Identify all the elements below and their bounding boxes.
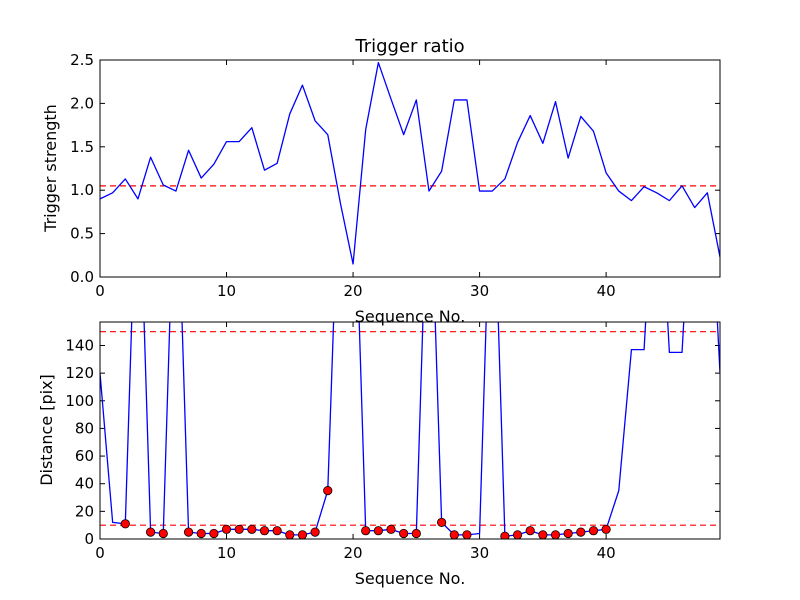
chart1-title: Trigger ratio	[354, 36, 464, 57]
y-tick-label: 0.0	[70, 268, 94, 286]
trigger-ratio-chart: Trigger ratio 0 10 20 30 40 0.0 0.5 1.0 1.5 2.0 2.…	[41, 36, 721, 326]
data-point	[272, 526, 282, 536]
data-point	[373, 526, 383, 536]
data-point	[399, 528, 409, 539]
data-point	[196, 528, 206, 539]
data-point	[588, 526, 599, 536]
x-tick-label: 0	[95, 544, 105, 562]
data-point	[361, 526, 371, 536]
data-point	[234, 524, 244, 534]
data-point	[576, 527, 586, 537]
y-tick-label: 100	[65, 392, 94, 410]
data-point	[297, 530, 308, 539]
chart1-frame	[99, 59, 721, 278]
y-tick-label: 60	[75, 447, 94, 465]
x-tick-label: 10	[217, 282, 236, 300]
data-point	[538, 530, 548, 539]
data-point	[120, 519, 130, 529]
data-point	[285, 530, 295, 539]
y-tick-label: 1.0	[70, 181, 94, 199]
y-tick-label: 140	[65, 336, 94, 354]
y-tick-label: 20	[75, 502, 94, 520]
y-tick-label: 1.5	[70, 138, 94, 156]
y-tick-label: 0.5	[70, 225, 94, 243]
y-tick-label: 2.0	[70, 94, 94, 112]
chart1-ticks: 0 10 20 30 40 0.0 0.5 1.0 1.5 2.0 2.5	[70, 51, 720, 300]
x-tick-label: 20	[344, 544, 363, 562]
data-point	[146, 527, 156, 537]
chart1-ylabel: Trigger strength	[41, 104, 60, 233]
data-point	[183, 527, 194, 537]
data-point	[563, 528, 573, 539]
series-line	[100, 61, 720, 265]
y-tick-label: 0	[84, 530, 94, 548]
x-tick-label: 30	[470, 282, 489, 300]
y-tick-label: 40	[75, 475, 94, 493]
chart2-ylabel: Distance [pix]	[37, 374, 56, 486]
chart1-marks	[100, 61, 720, 265]
data-point	[209, 528, 219, 539]
x-tick-label: 10	[217, 544, 236, 562]
x-tick-label: 0	[95, 282, 105, 300]
y-tick-label: 120	[65, 364, 94, 382]
x-tick-label: 20	[344, 282, 363, 300]
data-point	[500, 531, 510, 539]
data-point	[449, 530, 459, 539]
data-point	[601, 524, 611, 534]
data-point	[462, 530, 472, 539]
data-point	[221, 524, 232, 534]
chart1-xlabel: Sequence No.	[355, 307, 466, 326]
distance-chart: 0 10 20 30 40 0 20 40 60 80 100 120 140 Sequence No.…	[37, 321, 721, 588]
chart2-frame	[99, 321, 721, 540]
data-point	[247, 524, 257, 534]
y-tick-label: 80	[75, 419, 94, 437]
x-tick-label: 40	[597, 544, 616, 562]
data-point	[386, 524, 396, 534]
x-tick-label: 40	[597, 282, 616, 300]
x-tick-label: 30	[470, 544, 489, 562]
data-point	[512, 530, 523, 539]
data-point	[525, 526, 535, 536]
data-point	[411, 528, 421, 539]
data-point	[158, 528, 168, 539]
chart2-marks	[100, 322, 720, 539]
data-point	[323, 486, 333, 496]
y-tick-label: 2.5	[70, 51, 94, 69]
data-point	[259, 526, 270, 536]
chart2-xlabel: Sequence No.	[355, 569, 466, 588]
data-point	[437, 517, 447, 528]
data-point	[550, 530, 561, 539]
data-point	[310, 527, 320, 537]
